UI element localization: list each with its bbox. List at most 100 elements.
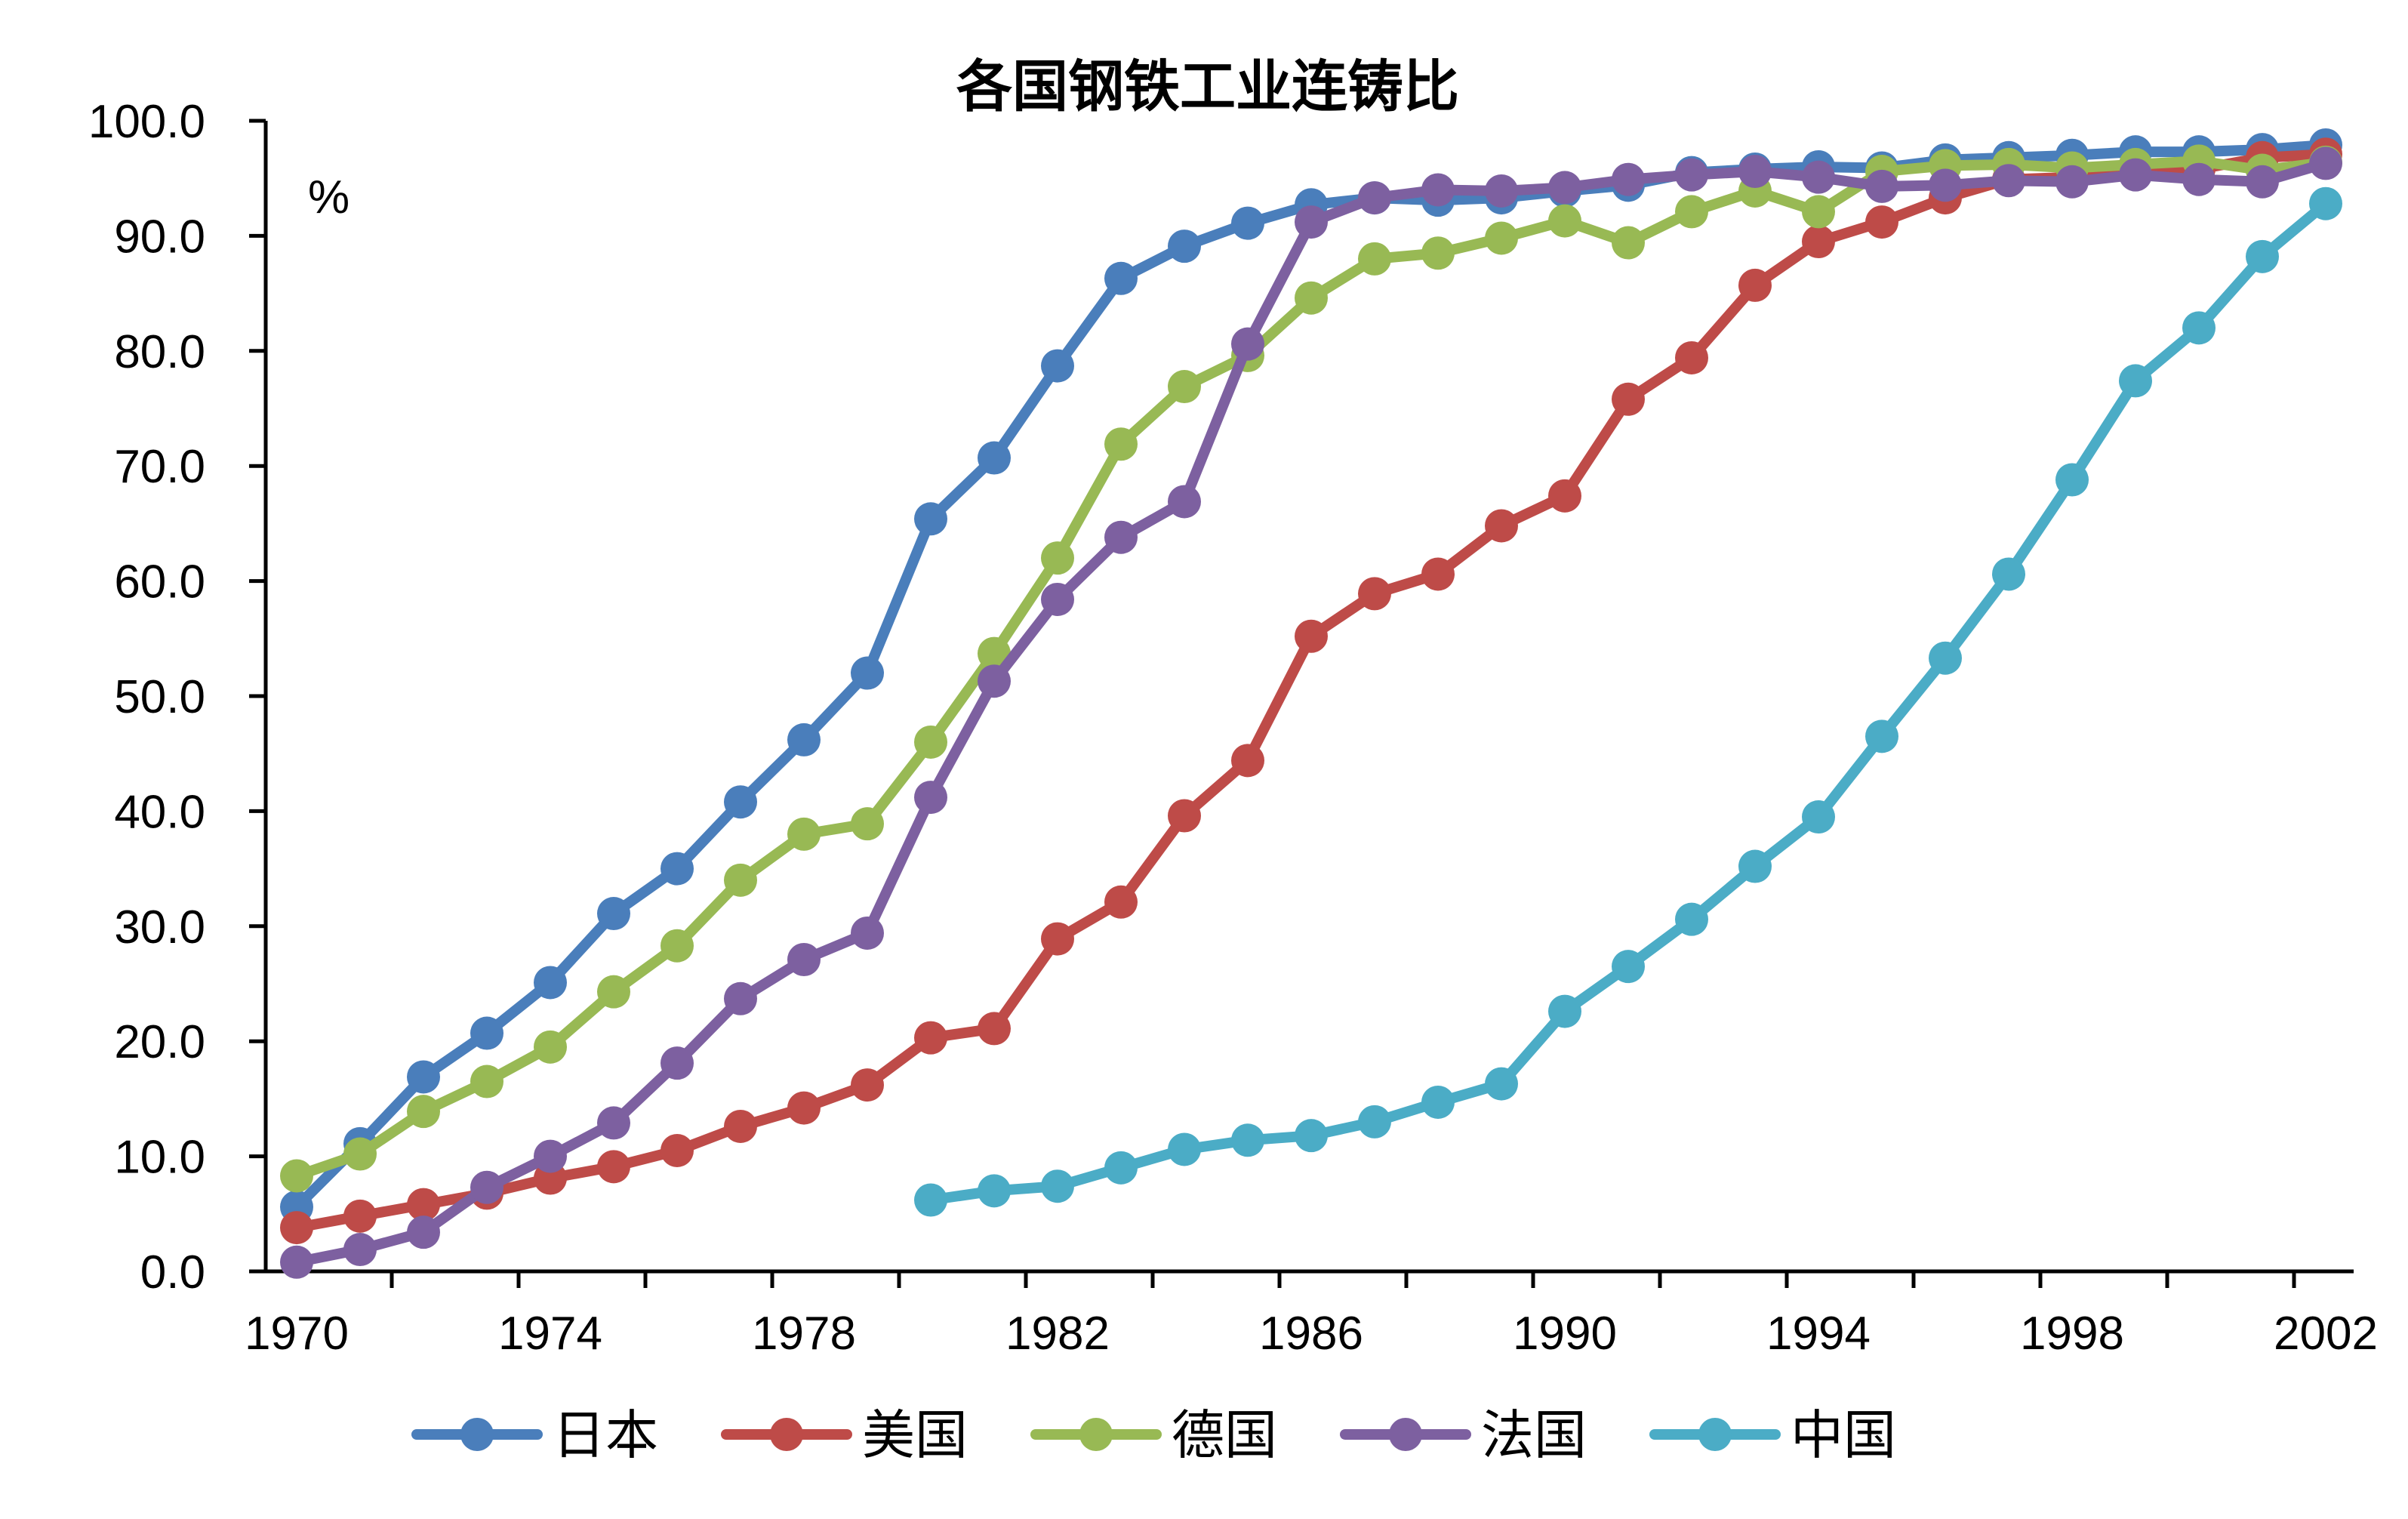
data-point bbox=[2182, 162, 2216, 196]
x-tick-label: 1974 bbox=[498, 1308, 602, 1360]
data-point bbox=[1041, 582, 1074, 616]
data-point bbox=[1231, 327, 1264, 361]
data-point bbox=[2119, 158, 2152, 192]
data-point bbox=[661, 852, 694, 886]
data-point bbox=[1929, 168, 1962, 202]
data-point bbox=[1485, 1067, 1518, 1101]
y-tick-label: 90.0 bbox=[114, 211, 205, 263]
data-point bbox=[2055, 165, 2089, 199]
data-point bbox=[407, 1188, 440, 1222]
x-tick-label: 1990 bbox=[1513, 1308, 1617, 1360]
data-point bbox=[1041, 1169, 1074, 1203]
x-tick-label: 1982 bbox=[1005, 1308, 1110, 1360]
data-point bbox=[1358, 181, 1391, 215]
data-point bbox=[1168, 370, 1201, 404]
data-point bbox=[1612, 950, 1645, 984]
data-point bbox=[851, 807, 884, 841]
data-point bbox=[1168, 799, 1201, 833]
data-point bbox=[787, 723, 821, 756]
data-point bbox=[1548, 994, 1581, 1028]
data-point bbox=[914, 725, 947, 759]
data-point bbox=[1802, 195, 1835, 229]
data-point bbox=[1104, 520, 1138, 554]
data-point bbox=[1104, 1151, 1138, 1185]
y-axis-unit-label: % bbox=[308, 171, 349, 223]
data-point bbox=[1295, 205, 1328, 239]
data-point bbox=[978, 441, 1011, 475]
data-point bbox=[914, 1021, 947, 1055]
legend-swatch-marker bbox=[770, 1418, 803, 1451]
data-point bbox=[2119, 364, 2152, 398]
legend: 日本 美国 德国 法国 中国 bbox=[411, 1404, 1896, 1466]
data-point bbox=[1041, 541, 1074, 575]
series-line bbox=[291, 158, 2331, 1268]
data-point bbox=[470, 1065, 503, 1098]
data-point bbox=[2182, 311, 2216, 345]
data-point bbox=[1041, 349, 1074, 383]
data-point bbox=[1041, 922, 1074, 956]
chart-title: 各国钢铁工业连铸比 bbox=[956, 54, 1459, 119]
data-point bbox=[724, 785, 757, 819]
legend-label: 中国 bbox=[1791, 1404, 1896, 1466]
data-point bbox=[343, 1137, 377, 1171]
data-point bbox=[787, 942, 821, 976]
data-point bbox=[1802, 160, 1835, 194]
series-layer bbox=[280, 128, 2342, 1279]
data-point bbox=[851, 656, 884, 690]
x-tick-label: 1998 bbox=[2020, 1308, 2124, 1360]
data-point bbox=[978, 1012, 1011, 1046]
data-point bbox=[1612, 226, 1645, 260]
data-point bbox=[1865, 719, 1898, 753]
data-point bbox=[1675, 902, 1708, 936]
series-中国 bbox=[914, 186, 2342, 1217]
data-point bbox=[1295, 1119, 1328, 1153]
data-point bbox=[407, 1060, 440, 1094]
data-point bbox=[343, 1199, 377, 1233]
data-point bbox=[343, 1233, 377, 1267]
data-point bbox=[724, 1109, 757, 1143]
data-point bbox=[597, 1106, 630, 1140]
series-法国 bbox=[280, 146, 2342, 1279]
data-point bbox=[1992, 557, 2025, 591]
data-point bbox=[1421, 173, 1455, 207]
data-point bbox=[724, 863, 757, 897]
data-point bbox=[1675, 340, 1708, 374]
data-point bbox=[1738, 849, 1772, 883]
data-point bbox=[1295, 619, 1328, 653]
data-point bbox=[661, 929, 694, 963]
data-point bbox=[851, 1068, 884, 1102]
data-point bbox=[534, 1139, 567, 1173]
data-point bbox=[1421, 557, 1455, 591]
legend-item: 美国 bbox=[721, 1404, 968, 1466]
data-point bbox=[914, 502, 947, 536]
data-point bbox=[787, 817, 821, 851]
data-point bbox=[470, 1016, 503, 1050]
data-point bbox=[1358, 1105, 1391, 1138]
y-tick-label: 10.0 bbox=[114, 1132, 205, 1184]
data-point bbox=[1231, 206, 1264, 240]
legend-label: 美国 bbox=[862, 1404, 968, 1466]
y-tick-label: 50.0 bbox=[114, 671, 205, 723]
data-point bbox=[1231, 744, 1264, 778]
series-line bbox=[925, 198, 2331, 1206]
data-point bbox=[1548, 204, 1581, 238]
data-point bbox=[2246, 165, 2279, 199]
data-point bbox=[1738, 268, 1772, 302]
data-point bbox=[1168, 230, 1201, 263]
data-point bbox=[1104, 427, 1138, 461]
data-point bbox=[1231, 1123, 1264, 1157]
data-point bbox=[914, 1183, 947, 1217]
x-tick-label: 1994 bbox=[1766, 1308, 1871, 1360]
legend-item: 中国 bbox=[1649, 1404, 1896, 1466]
data-point bbox=[914, 781, 947, 815]
data-point bbox=[978, 664, 1011, 698]
data-point bbox=[1104, 885, 1138, 919]
data-point bbox=[1358, 577, 1391, 611]
y-tick-label: 0.0 bbox=[140, 1246, 205, 1299]
legend-item: 德国 bbox=[1030, 1404, 1277, 1466]
y-tick-label: 60.0 bbox=[114, 556, 205, 609]
data-point bbox=[1738, 155, 1772, 189]
data-point bbox=[1421, 1085, 1455, 1119]
legend-item: 法国 bbox=[1340, 1404, 1587, 1466]
